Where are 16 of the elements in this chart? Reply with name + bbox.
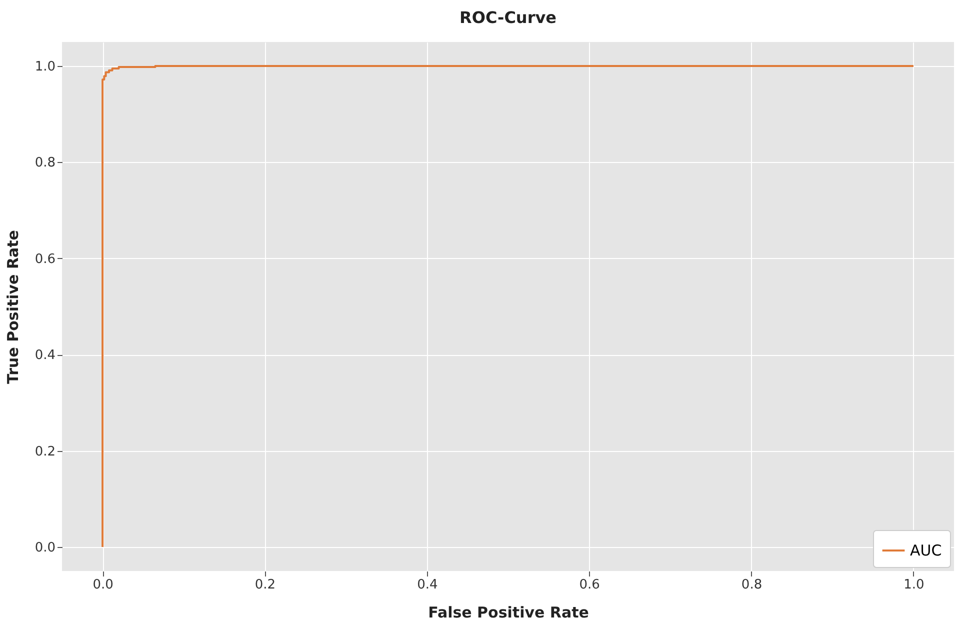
chart-title: ROC-Curve xyxy=(460,8,557,27)
x-tick-label: 0.0 xyxy=(92,578,114,592)
y-tick-label: 0.6 xyxy=(34,252,56,267)
x-tick-label: 0.6 xyxy=(579,578,600,592)
x-tick-label: 0.8 xyxy=(741,578,762,592)
y-tick-label: 1.0 xyxy=(34,60,56,75)
x-tick-label: 0.4 xyxy=(417,578,438,592)
x-axis-title: False Positive Rate xyxy=(428,604,589,622)
x-tick-label: 0.2 xyxy=(254,578,276,592)
x-tick-label: 1.0 xyxy=(904,578,924,592)
y-tick-label: 0.2 xyxy=(34,444,56,460)
y-tick-label: 0.4 xyxy=(34,348,56,364)
y-tick-label: 0.8 xyxy=(34,156,56,171)
y-tick-label: 0.0 xyxy=(34,540,56,556)
legend-label: AUC xyxy=(910,542,942,560)
y-axis-title: True Positive Rate xyxy=(4,230,22,384)
